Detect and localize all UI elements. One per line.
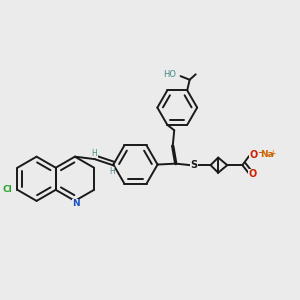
Text: N: N xyxy=(72,200,79,208)
Text: Na: Na xyxy=(261,150,274,159)
Text: S: S xyxy=(190,160,197,170)
Text: −: − xyxy=(257,148,264,157)
Text: H: H xyxy=(109,167,115,176)
Text: +: + xyxy=(269,148,275,158)
Text: Cl: Cl xyxy=(2,185,12,194)
Text: HO: HO xyxy=(163,70,176,79)
Text: O: O xyxy=(249,150,257,160)
Text: O: O xyxy=(249,169,257,179)
Text: H: H xyxy=(92,148,98,158)
